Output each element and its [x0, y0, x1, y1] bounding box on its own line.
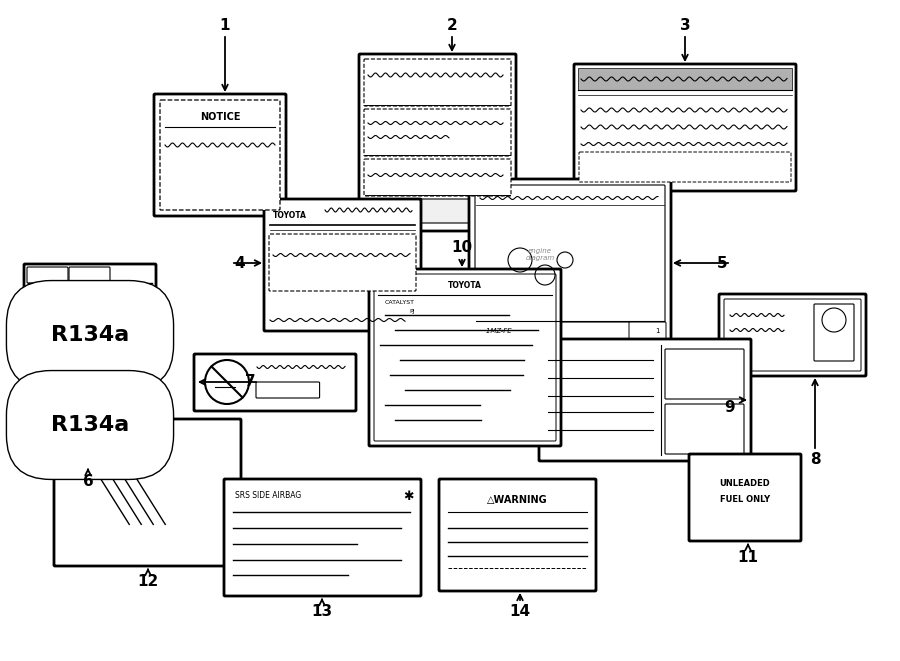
FancyBboxPatch shape	[369, 269, 561, 446]
FancyBboxPatch shape	[54, 419, 241, 566]
FancyBboxPatch shape	[24, 264, 156, 466]
Text: TOYOTA: TOYOTA	[273, 210, 307, 219]
Text: 13: 13	[311, 605, 333, 619]
FancyBboxPatch shape	[629, 322, 666, 342]
Text: TOYOTA: TOYOTA	[448, 282, 482, 290]
Text: 7: 7	[245, 375, 256, 389]
Text: 9: 9	[724, 401, 735, 416]
FancyBboxPatch shape	[469, 179, 671, 346]
Text: 4: 4	[235, 256, 246, 270]
Text: 3: 3	[680, 17, 690, 32]
FancyBboxPatch shape	[69, 267, 110, 283]
Text: 10: 10	[452, 241, 472, 256]
Text: 2: 2	[446, 17, 457, 32]
FancyBboxPatch shape	[364, 159, 511, 196]
FancyBboxPatch shape	[724, 299, 861, 371]
FancyBboxPatch shape	[264, 199, 421, 331]
Text: UNLEADED: UNLEADED	[720, 479, 770, 488]
FancyBboxPatch shape	[814, 304, 854, 361]
Text: △WARNING: △WARNING	[487, 495, 548, 505]
Text: R134a: R134a	[51, 325, 129, 345]
Text: 12: 12	[138, 574, 158, 590]
Text: 6: 6	[83, 475, 94, 490]
FancyBboxPatch shape	[27, 267, 68, 283]
Bar	[578, 68, 792, 90]
FancyBboxPatch shape	[574, 64, 796, 191]
FancyBboxPatch shape	[30, 386, 150, 460]
FancyBboxPatch shape	[256, 382, 320, 398]
FancyBboxPatch shape	[579, 152, 791, 182]
FancyBboxPatch shape	[160, 100, 280, 210]
FancyBboxPatch shape	[665, 349, 744, 399]
Text: ~1MZ-FE: ~1MZ-FE	[480, 328, 511, 334]
FancyBboxPatch shape	[359, 54, 516, 231]
Text: 8: 8	[810, 453, 820, 467]
FancyBboxPatch shape	[364, 109, 511, 156]
Text: 1: 1	[655, 328, 660, 334]
FancyBboxPatch shape	[269, 234, 416, 291]
Text: ✱: ✱	[403, 490, 413, 502]
FancyBboxPatch shape	[224, 479, 421, 596]
Text: engine
diagram: engine diagram	[526, 248, 554, 260]
Text: FUEL ONLY: FUEL ONLY	[720, 496, 770, 504]
Text: SRS SIDE AIRBAG: SRS SIDE AIRBAG	[235, 492, 302, 500]
FancyBboxPatch shape	[719, 294, 866, 376]
Text: PJ: PJ	[410, 309, 415, 315]
FancyBboxPatch shape	[475, 185, 665, 322]
Text: NOTICE: NOTICE	[200, 112, 240, 122]
Text: 5: 5	[716, 256, 727, 270]
Text: 11: 11	[737, 551, 759, 566]
FancyBboxPatch shape	[364, 59, 511, 106]
FancyBboxPatch shape	[374, 274, 556, 441]
FancyBboxPatch shape	[665, 404, 744, 454]
FancyBboxPatch shape	[539, 339, 751, 461]
FancyBboxPatch shape	[364, 199, 511, 223]
FancyBboxPatch shape	[194, 354, 356, 411]
Text: R134a: R134a	[51, 415, 129, 435]
FancyBboxPatch shape	[689, 454, 801, 541]
Text: 1: 1	[220, 17, 230, 32]
FancyBboxPatch shape	[30, 292, 150, 374]
FancyBboxPatch shape	[154, 94, 286, 216]
Text: CATALYST: CATALYST	[385, 299, 415, 305]
Text: 14: 14	[509, 605, 531, 619]
FancyBboxPatch shape	[439, 479, 596, 591]
